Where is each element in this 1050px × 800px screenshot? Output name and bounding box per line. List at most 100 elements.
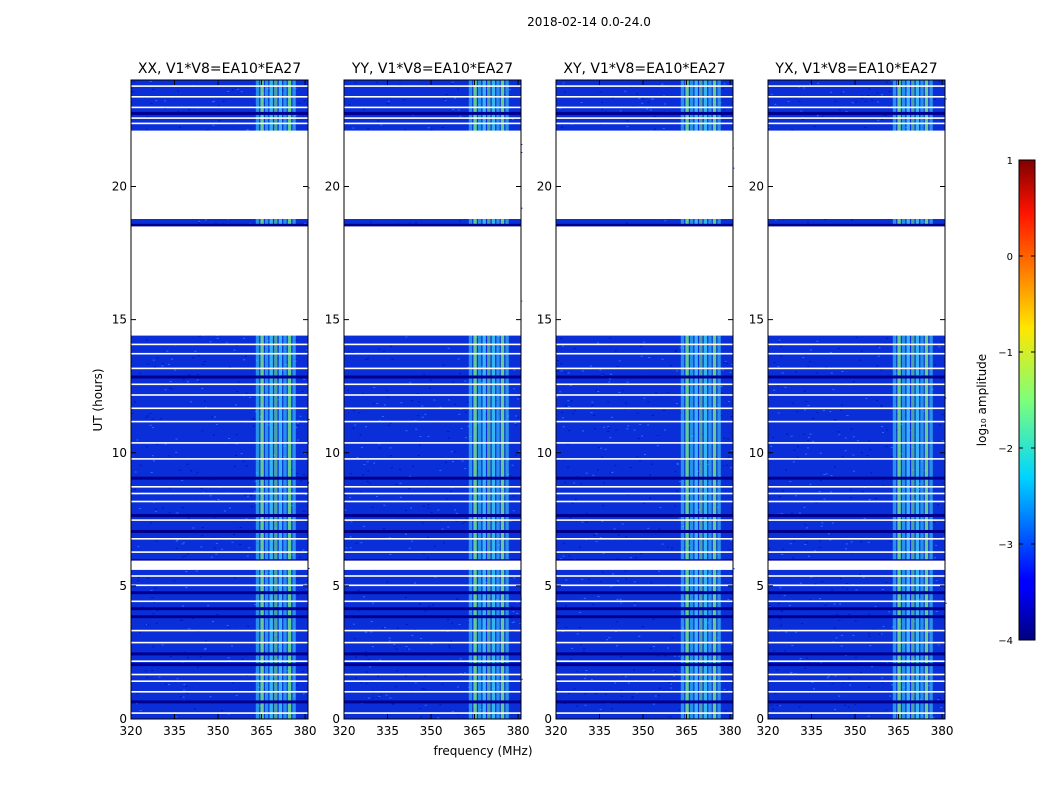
noise-speckle [881,119,884,121]
flagged-time-line [556,584,733,587]
noise-speckle [383,350,385,352]
data-gap [768,560,945,570]
flagged-time-line [556,486,733,488]
noise-speckle [727,438,730,440]
x-tick-label: 335 [588,724,611,738]
noise-speckle [458,413,461,415]
noise-speckle [579,546,581,548]
noise-speckle [161,365,164,367]
noise-speckle [212,621,215,623]
noise-speckle [850,428,853,430]
noise-speckle [169,381,172,382]
noise-speckle [581,578,584,580]
noise-speckle [868,440,871,442]
noise-speckle [633,602,636,603]
noise-speckle [723,83,726,85]
noise-speckle [345,547,348,549]
noise-speckle [886,338,889,339]
noise-speckle [139,709,142,711]
flagged-time-line [131,519,308,521]
noise-speckle [164,100,166,102]
noise-speckle [587,578,590,580]
noise-speckle [830,475,833,477]
noise-speckle [388,640,391,642]
flagged-time-line [131,629,308,632]
noise-speckle [673,675,675,677]
noise-speckle [664,655,667,657]
noise-speckle [780,513,783,515]
noise-speckle [300,480,303,482]
noise-speckle [447,437,450,439]
flagged-time-line [131,352,308,355]
noise-speckle [564,482,567,484]
dark-time-line [131,700,308,704]
x-tick-label: 380 [507,724,530,738]
noise-speckle [882,626,885,628]
noise-speckle [842,91,845,93]
noise-speckle [481,366,483,368]
noise-speckle [580,644,583,646]
noise-speckle [590,679,593,681]
noise-speckle [408,648,411,650]
rfi-band-column [473,80,477,719]
noise-speckle [676,463,679,465]
noise-speckle [814,125,817,127]
noise-speckle [399,482,402,484]
dark-time-line [556,607,733,611]
noise-speckle [235,87,238,89]
noise-speckle [805,453,808,455]
noise-speckle [941,440,944,442]
noise-speckle [829,539,832,541]
noise-speckle [830,372,833,374]
noise-speckle [182,556,185,558]
flagged-time-line [131,442,308,444]
noise-speckle [726,363,728,365]
noise-speckle [392,703,395,705]
rfi-band-column [260,80,264,719]
noise-speckle [651,414,654,416]
noise-speckle [803,390,806,392]
noise-speckle [852,454,855,456]
flagged-time-line [556,420,733,423]
noise-speckle [306,349,309,351]
noise-speckle [626,428,629,430]
noise-speckle [210,479,213,481]
noise-speckle [447,526,450,528]
noise-speckle [918,598,921,600]
noise-speckle [674,471,677,473]
flagged-time-line [344,691,521,693]
y-tick-label: 20 [325,180,340,194]
rfi-band-column [680,80,685,719]
noise-speckle [362,474,365,476]
dark-time-line [768,615,945,619]
y-tick-label: 15 [325,313,340,327]
noise-speckle [177,111,180,113]
noise-speckle [804,544,807,545]
noise-speckle [139,464,142,466]
flagged-time-line [131,680,308,682]
noise-speckle [649,474,652,476]
noise-speckle [799,512,801,514]
noise-speckle [349,547,352,549]
y-tick-label: 5 [544,579,552,593]
noise-speckle [642,341,645,343]
noise-speckle [675,403,678,405]
noise-speckle [391,358,394,360]
noise-speckle [595,389,598,391]
noise-speckle [579,627,582,628]
noise-speckle [307,567,310,569]
noise-speckle [227,657,230,659]
data-gap [131,226,308,336]
noise-speckle [840,409,843,411]
noise-speckle [368,482,371,484]
noise-speckle [153,460,155,462]
noise-speckle [918,222,921,224]
noise-speckle [211,416,214,418]
dark-time-line [131,591,308,595]
noise-speckle [601,456,604,458]
noise-speckle [786,433,789,435]
noise-speckle [223,510,226,512]
noise-speckle [616,580,619,582]
noise-speckle [624,402,627,404]
noise-speckle [383,404,386,406]
